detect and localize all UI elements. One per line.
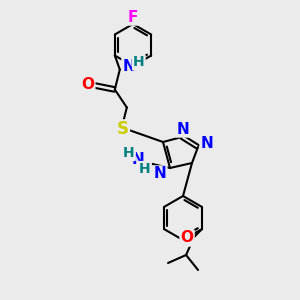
- Text: N: N: [201, 136, 213, 152]
- Text: O: O: [181, 230, 194, 245]
- Text: O: O: [81, 77, 94, 92]
- Text: N: N: [122, 59, 135, 74]
- Text: H: H: [123, 146, 135, 160]
- Text: N: N: [154, 167, 166, 182]
- Text: F: F: [128, 10, 138, 25]
- Text: S: S: [117, 121, 129, 139]
- Text: N: N: [132, 152, 144, 166]
- Text: H: H: [133, 56, 145, 70]
- Text: H: H: [139, 162, 151, 176]
- Text: N: N: [177, 122, 189, 136]
